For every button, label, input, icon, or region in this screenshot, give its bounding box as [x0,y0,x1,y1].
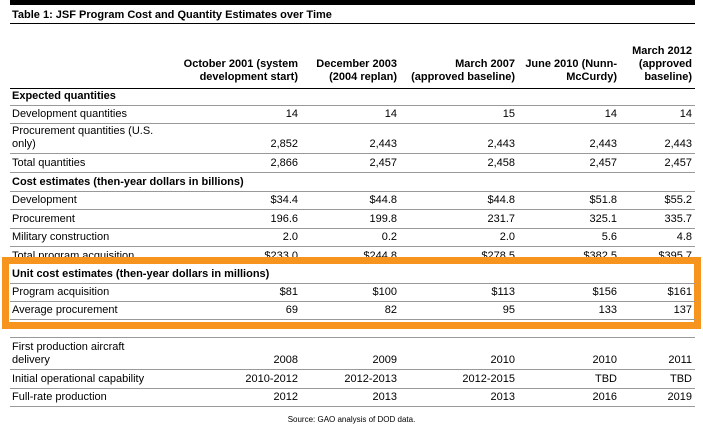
cell: 15 [502,108,515,120]
cell: 2008 [273,354,298,366]
row-label: Development [12,194,77,206]
cell: $161 [667,286,692,298]
cell: 2,457 [589,157,617,169]
row-label: Military construction [12,231,110,243]
cell: 2010-2012 [245,373,298,385]
cell: 14 [285,108,298,120]
row-label: Procurement [12,213,75,225]
cell: 2010 [592,354,617,366]
cell: 2,866 [270,157,298,169]
cell: 2009 [372,354,397,366]
cell: 2,443 [664,138,692,150]
column-header: October 2001 (system development start) [183,58,298,83]
cell: $81 [279,286,298,298]
cell: 0.2 [381,231,397,243]
cell: 2,457 [664,157,692,169]
header-rule [10,88,695,89]
title-rule [10,23,695,24]
highlight-box [2,257,701,329]
cell: 2012-2015 [462,373,515,385]
cell: 14 [679,108,692,120]
table-title: Table 1: JSF Program Cost and Quantity E… [12,9,332,21]
cell: 2.0 [282,231,298,243]
row-rule [10,319,695,320]
row-rule [10,301,695,302]
row-rule [10,246,695,247]
cell: $55.2 [664,194,692,206]
row-rule [10,369,695,370]
row-rule [10,123,695,124]
cell: $44.8 [369,194,397,206]
row-label: Full-rate production [12,391,107,403]
cell: 137 [673,304,692,316]
cell: 95 [502,304,515,316]
cell: 335.7 [664,213,692,225]
cell: $113 [491,286,515,298]
cell: 14 [384,108,397,120]
cell: $51.8 [589,194,617,206]
cell: 325.1 [589,213,617,225]
row-rule [10,105,695,106]
cell: 2.0 [499,231,515,243]
row-rule [10,153,695,154]
column-header: March 2007 (approved baseline) [411,58,515,83]
cell: TBD [595,373,617,385]
column-header: March 2012 (approved baseline) [632,45,692,83]
cell: 199.8 [369,213,397,225]
source-note: Source: GAO analysis of DOD data. [287,415,416,424]
cell: 2,458 [487,157,515,169]
cell: 2,443 [589,138,617,150]
row-rule [10,209,695,210]
row-rule [10,388,695,389]
cell: $156 [592,286,617,298]
column-header: June 2010 (Nunn-McCurdy) [525,58,617,83]
row-rule [10,228,695,229]
cell: $34.4 [270,194,298,206]
section-heading: Unit cost estimates (then-year dollars i… [12,268,270,280]
row-rule [10,283,695,284]
cell: $100 [372,286,397,298]
cell: 2,443 [487,138,515,150]
cell: 2016 [592,391,617,403]
row-label: Development quantities [12,108,127,120]
cell: 82 [384,304,397,316]
cell: 231.7 [487,213,515,225]
cell: 5.6 [601,231,617,243]
cell: 2,457 [369,157,397,169]
row-rule [10,406,695,407]
row-label: Total quantities [12,157,86,169]
cell: $44.8 [487,194,515,206]
row-label: Program acquisition [12,286,110,298]
cell: 2,852 [270,138,298,150]
cell: 133 [598,304,617,316]
row-label: First production aircraft delivery [12,341,125,366]
cell: 14 [604,108,617,120]
cell: 69 [285,304,298,316]
section-heading: Cost estimates (then-year dollars in bil… [12,176,244,188]
cell: TBD [670,373,692,385]
section-heading: Expected quantities [12,90,116,102]
cell: 2012-2013 [344,373,397,385]
cell: 2,443 [369,138,397,150]
cell: 2019 [667,391,692,403]
row-rule [10,191,695,192]
cell: 196.6 [270,213,298,225]
cell: 2012 [273,391,298,403]
row-rule [10,172,695,173]
section-rule [10,337,695,338]
row-label: Initial operational capability [12,373,145,385]
row-label: Procurement quantities (U.S. only) [12,125,154,150]
cell: 2011 [668,354,692,366]
column-header: December 2003 (2004 replan) [316,58,397,83]
row-label: Average procurement [12,304,118,316]
cell: 2010 [490,354,515,366]
cell: 2013 [372,391,397,403]
top-bar [10,0,695,5]
cell: 2013 [490,391,515,403]
cell: 4.8 [676,231,692,243]
